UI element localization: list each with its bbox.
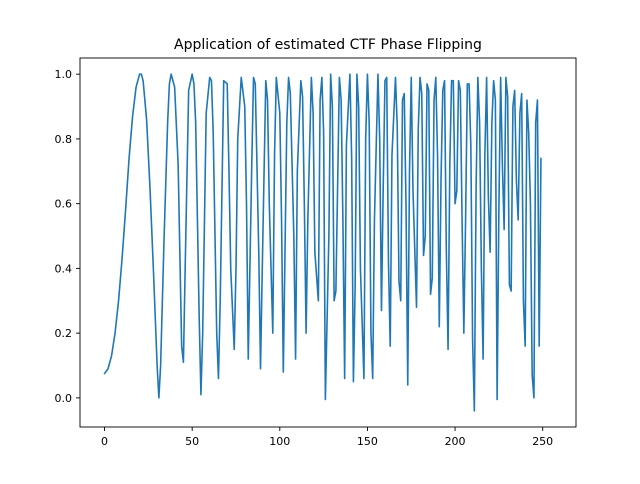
y-tick-label: 1.0	[55, 68, 73, 81]
x-tick-label: 200	[445, 435, 466, 448]
x-tick-label: 100	[269, 435, 290, 448]
chart-title: Application of estimated CTF Phase Flipp…	[174, 37, 482, 53]
x-tick-label: 250	[532, 435, 553, 448]
y-tick-label: 0.8	[55, 133, 73, 146]
x-tick-label: 50	[185, 435, 199, 448]
axes-frame	[79, 57, 577, 428]
y-tick-label: 0.6	[55, 198, 73, 211]
series-line-0	[103, 73, 542, 412]
y-tick-label: 0.2	[55, 327, 73, 340]
x-tick-label: 150	[357, 435, 378, 448]
y-tick-label: 0.0	[55, 392, 73, 405]
x-tick-label: 0	[101, 435, 108, 448]
y-tick-label: 0.4	[55, 262, 73, 275]
